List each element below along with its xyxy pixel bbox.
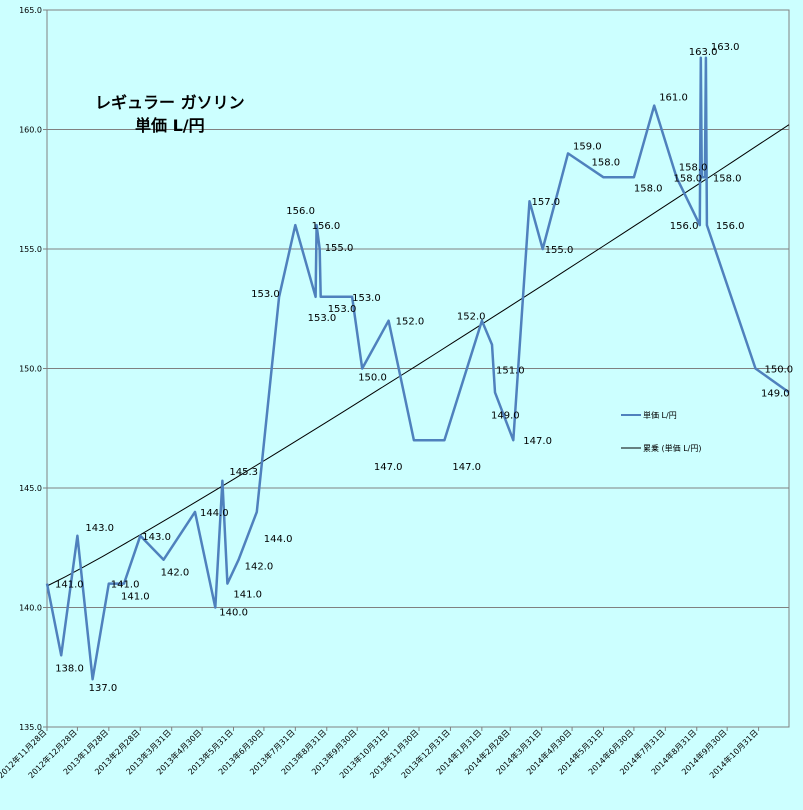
data-label: 158.0 — [592, 157, 621, 168]
data-label: 158.0 — [713, 173, 742, 184]
data-label: 153.0 — [308, 313, 337, 324]
y-tick-label: 145.0 — [19, 484, 42, 493]
data-label: 161.0 — [659, 93, 688, 104]
data-label: 158.0 — [679, 162, 708, 173]
title-line-1: レギュラー ガソリン — [95, 93, 245, 112]
data-label: 153.0 — [352, 293, 381, 304]
y-tick-label: 155.0 — [19, 245, 42, 254]
y-tick-label: 150.0 — [19, 365, 42, 374]
y-tick-label: 165.0 — [19, 6, 42, 15]
x-axis-ticks: 2012年11月28日2012年12月28日2013年1月28日2013年2月2… — [0, 727, 760, 780]
data-label: 138.0 — [55, 663, 84, 674]
data-label: 158.0 — [674, 173, 703, 184]
legend-label-price: 単価 L/円 — [643, 410, 677, 420]
data-label: 142.0 — [161, 568, 190, 579]
trendline — [46, 124, 790, 587]
data-label: 156.0 — [286, 206, 315, 217]
data-label: 155.0 — [325, 243, 354, 254]
x-tick-label: 2012年11月28日 — [0, 727, 48, 780]
data-label: 153.0 — [328, 304, 357, 315]
data-label: 149.0 — [761, 388, 790, 399]
data-label: 152.0 — [396, 317, 425, 328]
data-label: 159.0 — [573, 141, 602, 152]
data-label: 147.0 — [452, 462, 481, 473]
data-label: 156.0 — [670, 221, 699, 232]
data-label: 145.3 — [229, 467, 258, 478]
chart-title: レギュラー ガソリン 単価 L/円 — [95, 93, 245, 135]
y-tick-label: 135.0 — [19, 723, 42, 732]
trendline-path — [46, 124, 790, 587]
data-label: 147.0 — [374, 462, 403, 473]
y-tick-label: 140.0 — [19, 604, 42, 613]
data-label: 143.0 — [142, 532, 171, 543]
data-label: 163.0 — [689, 47, 718, 58]
data-label: 149.0 — [491, 410, 520, 421]
data-label: 156.0 — [716, 221, 745, 232]
data-label: 158.0 — [634, 183, 663, 194]
data-label: 151.0 — [496, 366, 525, 377]
data-label: 144.0 — [264, 534, 293, 545]
legend: 単価 L/円 累乗 (単価 L/円) — [621, 410, 701, 453]
data-label: 152.0 — [457, 312, 486, 323]
data-label: 143.0 — [85, 523, 114, 534]
gridlines — [47, 129, 789, 608]
title-line-2: 単価 L/円 — [135, 116, 205, 135]
data-label: 147.0 — [523, 436, 552, 447]
data-label: 156.0 — [312, 221, 341, 232]
data-label: 142.0 — [245, 562, 274, 573]
price-line — [45, 56, 790, 681]
data-label: 137.0 — [89, 683, 118, 694]
data-label: 141.0 — [111, 580, 140, 591]
data-label: 140.0 — [219, 608, 248, 619]
y-tick-label: 160.0 — [19, 126, 42, 135]
y-axis-ticks: 135.0 140.0 145.0 150.0 155.0 160.0 165.0 — [19, 6, 47, 732]
price-series — [45, 56, 790, 681]
data-label: 141.0 — [55, 580, 84, 591]
data-label: 144.0 — [200, 508, 229, 519]
data-labels: 141.0138.0143.0137.0141.0141.0143.0142.0… — [55, 42, 793, 694]
data-label: 150.0 — [765, 365, 794, 376]
legend-label-trend: 累乗 (単価 L/円) — [643, 443, 701, 453]
data-label: 150.0 — [358, 373, 387, 384]
data-label: 157.0 — [532, 197, 561, 208]
data-label: 155.0 — [545, 245, 574, 256]
data-label: 153.0 — [251, 289, 280, 300]
data-label: 141.0 — [121, 592, 150, 603]
data-label: 141.0 — [233, 590, 262, 601]
data-label: 163.0 — [711, 42, 740, 53]
